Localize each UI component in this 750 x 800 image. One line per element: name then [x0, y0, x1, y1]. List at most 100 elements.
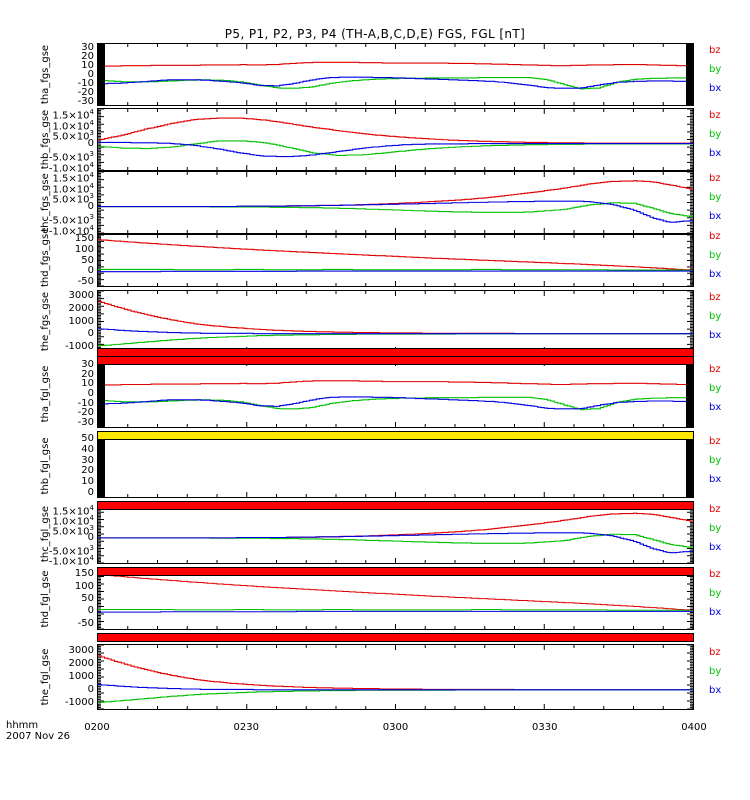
series-line-bz: [98, 380, 693, 386]
y-ticks-thd_fgl_gse: 150 100 50 0 -50: [44, 568, 94, 630]
y-ticks-thb_fgl_gse: 50 40 30 20 10 0: [44, 434, 94, 498]
series-line-bx: [98, 270, 693, 273]
legend-thb_fgs_gse: bz by bx: [709, 110, 721, 168]
y-tick-label: 1000: [68, 671, 94, 682]
y-tick-label: 1.0×104: [52, 514, 94, 528]
legend-tha_fgs_gse: bz by bx: [709, 45, 722, 103]
tick-cluster-left: [98, 435, 105, 497]
y-tick-label: 20: [81, 465, 94, 477]
legend-entry-bx: bx: [709, 329, 722, 341]
y-ticks-thc_fgs_gse: 1.5×104 1.0×104 5.0×103 0 -5.0×103 -1.0×104: [44, 171, 94, 236]
x-tick-label: 0200: [84, 722, 110, 733]
x-tick-label: 0330: [532, 722, 558, 733]
series-line-by: [98, 533, 693, 549]
x-axis-label: hhmm 2007 Nov 26: [6, 720, 70, 742]
status-bar-above-tha_fgl_gse: [97, 348, 694, 357]
y-tick-label: 0: [87, 605, 94, 617]
legend-entry-by: by: [709, 588, 722, 599]
legend-entry-bz: bz: [709, 291, 721, 303]
series-line-by: [98, 608, 693, 612]
plot-panel-the_fgs_gse: [97, 290, 694, 353]
y-tick-label: 0: [87, 532, 94, 543]
y-tick-label: 50: [81, 433, 94, 445]
y-tick-label: -10: [77, 397, 94, 409]
y-tick-label: 10: [81, 476, 94, 487]
tick-cluster-right: [686, 361, 693, 427]
plot-panel-tha_fgl_gse: [97, 360, 694, 428]
legend-entry-bx: bx: [709, 210, 722, 222]
series-line-bx: [98, 76, 693, 89]
series-line-bx: [98, 684, 693, 691]
y-tick-label: 1000: [68, 315, 94, 327]
series-line-bz: [98, 239, 693, 271]
legend-entry-by: by: [709, 191, 722, 203]
status-bar-below-thb_fgl_gse: [97, 501, 694, 510]
series-line-bx: [98, 396, 693, 410]
series-line-bz: [98, 117, 693, 144]
legend-thd_fgs_gse: bz by bx: [709, 230, 722, 289]
y-tick-label: 1.5×104: [52, 171, 94, 185]
y-tick-label: 30: [81, 41, 94, 53]
plot-panel-the_fgl_gse: [97, 644, 694, 710]
status-bar-below-thc_fgl_gse: [97, 567, 694, 576]
tick-cluster-right: [686, 44, 693, 105]
legend-entry-bx: bx: [709, 268, 722, 280]
y-tick-label: 0: [87, 137, 94, 149]
y-ticks-tha_fgs_gse: 30 20 10 0 -10 -20 -30: [44, 41, 94, 106]
series-line-bz: [98, 61, 693, 67]
x-axis-label-row: 2007 Nov 26: [6, 731, 71, 742]
legend-entry-bx: bx: [709, 542, 722, 553]
y-tick-label: 150: [74, 233, 94, 245]
y-tick-label: 2000: [68, 657, 94, 669]
y-tick-label: -20: [77, 86, 94, 98]
plot-panel-thb_fgs_gse: [97, 108, 694, 171]
y-tick-label: 10: [81, 378, 94, 390]
y-tick-label: 30: [81, 454, 94, 466]
legend-entry-by: by: [709, 455, 722, 466]
tick-cluster-left: [98, 44, 105, 105]
series-line-bz: [98, 655, 693, 691]
legend-entry-by: by: [709, 310, 722, 322]
y-tick-label: 1.5×104: [52, 108, 94, 122]
y-tick-label: 40: [81, 444, 94, 455]
plot-panel-tha_fgs_gse: [97, 43, 694, 106]
series-line-by: [98, 333, 693, 347]
legend-entry-bz: bz: [709, 569, 721, 580]
y-tick-label: -5.0×103: [48, 213, 94, 227]
legend-entry-bx: bx: [709, 607, 722, 618]
y-tick-label: 1.0×104: [52, 181, 94, 196]
legend-entry-by: by: [709, 523, 722, 534]
series-line-by: [98, 689, 693, 703]
legend-entry-bz: bz: [709, 230, 721, 242]
y-tick-label: 0: [87, 200, 94, 212]
status-bar-below-thd_fgl_gse: [97, 633, 694, 642]
legend-entry-bx: bx: [709, 685, 722, 696]
legend-entry-by: by: [709, 249, 722, 261]
plot-title: P5, P1, P2, P3, P4 (TH-A,B,C,D,E) FGS, F…: [224, 27, 526, 41]
y-tick-label: -50: [77, 617, 94, 629]
legend-the_fgs_gse: bz by bx: [709, 291, 722, 350]
y-tick-label: 20: [81, 368, 94, 380]
y-tick-label: 1.0×104: [52, 118, 94, 133]
y-tick-label: 100: [74, 580, 94, 592]
y-tick-label: -5.0×103: [48, 544, 94, 558]
y-ticks-thb_fgs_gse: 1.5×104 1.0×104 5.0×103 0 -5.0×103 -1.0×104: [44, 108, 94, 173]
y-tick-label: 5.0×103: [52, 129, 94, 143]
plot-panel-thd_fgl_gse: [97, 568, 694, 630]
plot-panel-thc_fgs_gse: [97, 171, 694, 234]
y-tick-label: 1.5×104: [52, 504, 94, 518]
y-tick-label: 50: [81, 593, 94, 604]
plot-panel-thd_fgs_gse: [97, 234, 694, 287]
legend-entry-bz: bz: [709, 504, 721, 515]
legend-entry-bx: bx: [709, 82, 722, 94]
series-line-bx: [98, 610, 693, 613]
y-ticks-the_fgl_gse: 3000 2000 1000 0 -1000: [44, 644, 94, 710]
y-tick-label: -5.0×103: [48, 150, 94, 164]
legend-entry-bx: bx: [709, 402, 722, 413]
series-line-bx: [98, 200, 693, 223]
y-tick-label: -1000: [64, 340, 94, 352]
legend-thb_fgl_gse: bz by bx: [709, 437, 721, 494]
series-line-bx: [98, 532, 693, 554]
x-tick-label: 0300: [382, 722, 409, 733]
